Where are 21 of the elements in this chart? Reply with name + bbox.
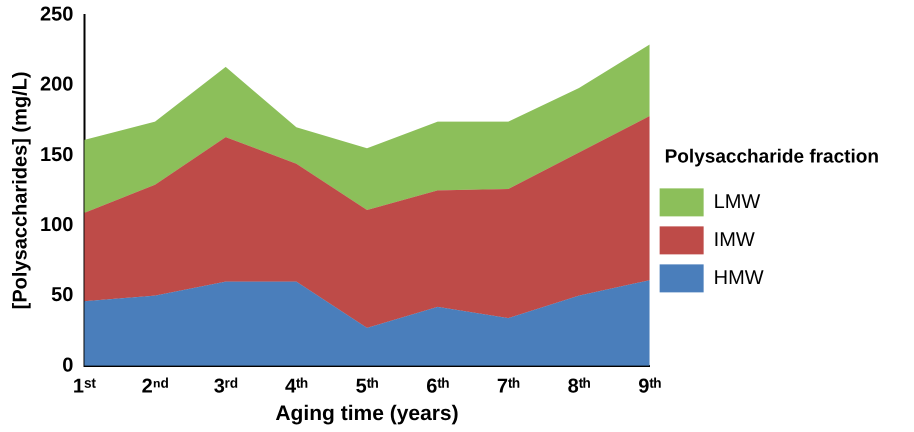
x-tick-label: 1ˢᵗ: [72, 375, 97, 398]
legend-label: LMW: [714, 190, 760, 213]
y-tick-label: 100: [40, 214, 74, 236]
y-tick-label: 200: [40, 74, 74, 96]
y-tick-label: 50: [51, 284, 74, 306]
x-tick-label: 5ᵗʰ: [356, 375, 378, 398]
x-tick-label: 4ᵗʰ: [284, 375, 308, 398]
x-tick-label: 9ᵗʰ: [638, 375, 662, 398]
x-axis-title: Aging time (years): [275, 402, 459, 426]
y-axis-title: [Polysaccharides] (mg/L): [10, 71, 32, 310]
legend-title: Polysaccharide fraction: [664, 146, 880, 168]
y-tick-label: 0: [62, 354, 74, 376]
x-tick-label: 3ʳᵈ: [214, 375, 238, 398]
legend-label: HMW: [714, 266, 764, 289]
y-tick-label: 250: [40, 4, 74, 26]
y-tick-label: 150: [40, 144, 74, 166]
x-tick-label: 7ᵗʰ: [496, 375, 520, 398]
x-tick-label: 8ᵗʰ: [568, 375, 590, 398]
x-tick-label: 6ᵗʰ: [426, 375, 450, 398]
legend-label: IMW: [714, 228, 755, 251]
x-tick-label: 2ⁿᵈ: [142, 375, 169, 398]
